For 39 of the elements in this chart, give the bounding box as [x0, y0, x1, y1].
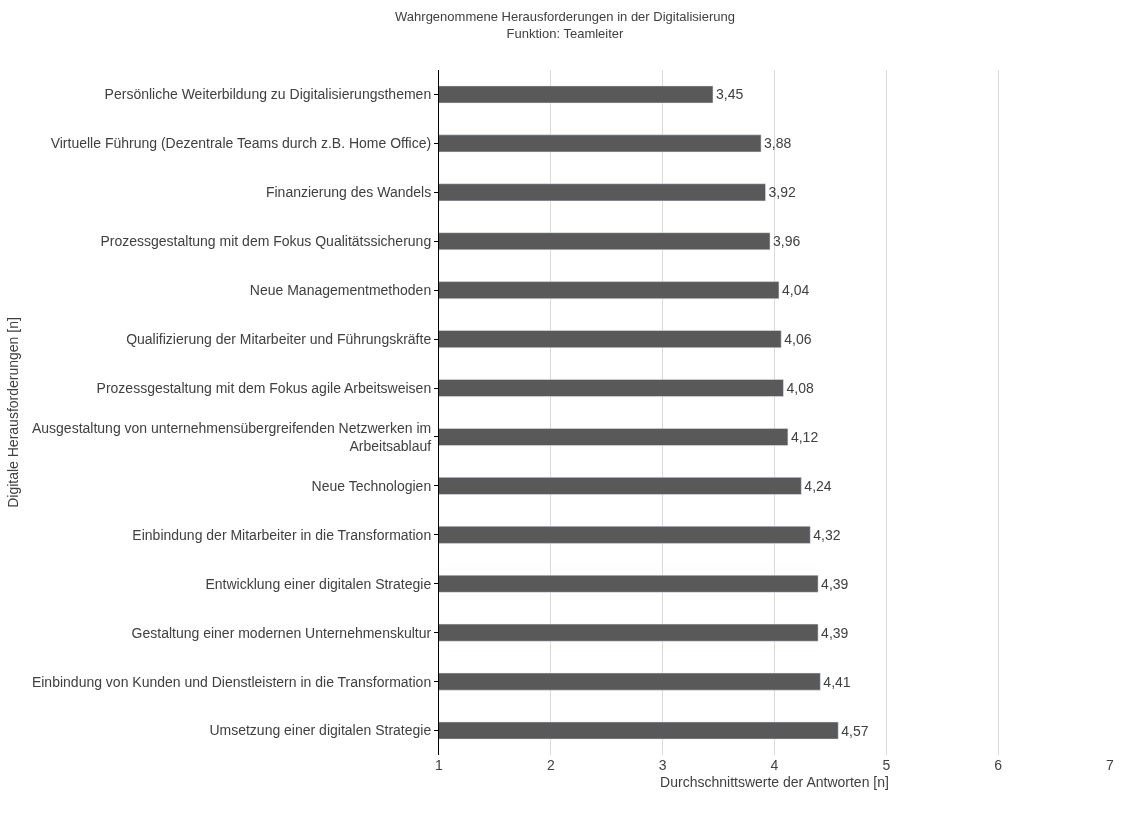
- data-label: 3,96: [773, 233, 801, 250]
- data-label: 4,39: [821, 575, 849, 592]
- y-tick-label: Qualifizierung der Mitarbeiter und Führungskräfte: [126, 331, 432, 348]
- data-label: 4,39: [821, 624, 849, 641]
- data-label: 4,24: [804, 477, 832, 494]
- x-tick-label: 3: [658, 757, 667, 773]
- x-tick-label: 7: [1106, 757, 1115, 773]
- data-label: 4,04: [781, 282, 810, 299]
- data-label: 3,45: [715, 86, 744, 103]
- data-label: 4,08: [786, 380, 814, 397]
- y-tick-label: Prozessgestaltung mit dem Fokus Qualitätssicherung: [100, 233, 432, 250]
- data-label: 4,06: [784, 331, 812, 348]
- y-tick-label: Finanzierung des Wandels: [265, 184, 432, 201]
- y-tick-label: Prozessgestaltung mit dem Fokus agile Arbeitsweisen: [96, 379, 432, 396]
- x-tick-label: 2: [546, 757, 555, 773]
- x-tick-label: 1: [435, 757, 444, 773]
- y-tick-label: Einbindung von Kunden und Dienstleistern in die Transformation: [31, 673, 432, 690]
- x-tick-label: 4: [770, 757, 779, 773]
- data-label: 4,57: [841, 722, 869, 739]
- chart-title: Wahrgenommene Herausforderungen in der Digitalisierung: [395, 8, 735, 24]
- chart-subtitle: Funktion: Teamleiter: [506, 25, 625, 41]
- y-tick-label: Neue Technologien: [311, 477, 432, 494]
- y-tick-label: Persönliche Weiterbildung zu Digitalisierungsthemen: [104, 86, 432, 103]
- y-tick-label: Gestaltung einer modernen Unternehmenskultur: [131, 624, 432, 641]
- x-tick-label: 5: [882, 757, 891, 773]
- data-label: 4,32: [813, 526, 841, 543]
- y-tick-label: Neue Managementmethoden: [249, 282, 432, 299]
- y-tick-label: Einbindung der Mitarbeiter in die Transformation: [132, 526, 432, 543]
- data-label: 3,88: [764, 135, 792, 152]
- x-axis-title: Durchschnittswerte der Antworten [n]: [660, 774, 889, 791]
- y-axis-title: Digitale Herausforderungen [n]: [4, 317, 21, 508]
- data-label: 3,92: [768, 184, 797, 201]
- y-tick-label: Virtuelle Führung (Dezentrale Teams durch z.B. Home Office): [50, 135, 432, 152]
- x-tick-label: 6: [994, 757, 1003, 773]
- data-label: 4,12: [790, 428, 819, 445]
- data-label: 4,41: [823, 673, 851, 690]
- y-tick-label: Entwicklung einer digitalen Strategie: [205, 575, 432, 592]
- y-tick-label: Umsetzung einer digitalen Strategie: [209, 722, 432, 739]
- y-tick-label: Ausgestaltung von unternehmensübergreifenden Netzwerken im Arbeitsablauf: [31, 419, 432, 454]
